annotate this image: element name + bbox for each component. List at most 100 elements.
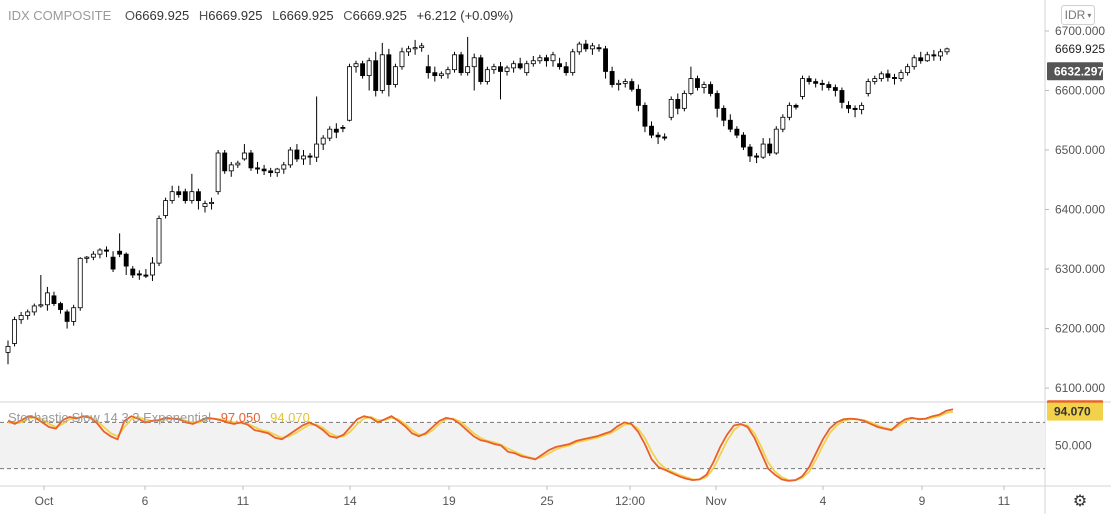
candle-body [176, 191, 182, 196]
candle-body [438, 73, 444, 77]
candle-body [399, 51, 405, 68]
candle-body [314, 143, 320, 158]
candle-body [491, 66, 497, 71]
candle-body [18, 315, 24, 321]
candle-body [865, 81, 871, 94]
candle-body [215, 152, 221, 193]
candle-body [274, 168, 280, 174]
oscillator-d-badge-bg [1047, 402, 1103, 421]
candle-body [268, 170, 274, 174]
candle-body [530, 60, 536, 65]
candle-body [721, 107, 727, 121]
close-value: 6669.925 [352, 8, 407, 23]
candle-body [596, 47, 602, 50]
candle-body [517, 63, 523, 69]
candle-body [301, 155, 306, 160]
candle-body [813, 81, 819, 84]
oscillator-k-line [7, 408, 954, 482]
candle-body [741, 134, 746, 148]
candle-body [261, 168, 267, 172]
currency-button[interactable]: IDR ▾ [1061, 5, 1095, 25]
candle-body [169, 191, 175, 202]
candle-body [793, 104, 799, 108]
oscillator-d-value: 94.070 [270, 410, 310, 425]
candle-body [156, 218, 162, 264]
candle-body [84, 256, 90, 259]
candle-body [452, 54, 457, 71]
candle-body [832, 87, 838, 91]
candle-body [924, 54, 930, 62]
candle-body [754, 155, 760, 158]
candle-body [524, 63, 530, 74]
candle-body [937, 51, 943, 57]
candle-body [878, 73, 884, 79]
candle-body [701, 84, 707, 88]
candle-body [800, 78, 805, 97]
time-tick-label: 9 [919, 494, 926, 508]
candle-body [892, 77, 897, 79]
candle-body [392, 66, 398, 85]
candle-body [570, 51, 576, 74]
candle-body [281, 164, 287, 170]
candle-body [5, 346, 11, 353]
candle-body [708, 84, 714, 94]
time-tick-label: 11 [998, 494, 1011, 508]
candle-body [307, 155, 313, 158]
candle-body [905, 66, 911, 74]
open-value: 6669.925 [135, 8, 190, 23]
symbol-name: IDX COMPOSITE [8, 8, 112, 23]
candle-body [635, 88, 641, 106]
candle-body [255, 167, 260, 170]
candle-body [622, 81, 628, 84]
candle-body [136, 273, 142, 276]
candle-body [320, 137, 326, 145]
time-tick-label: 14 [343, 494, 357, 508]
candle-body [786, 104, 792, 118]
candle-body [209, 201, 214, 204]
candle-body [77, 257, 83, 309]
candle-body [130, 268, 136, 276]
candle-body [852, 107, 858, 110]
last-close-price-label: 6669.925 [1055, 42, 1105, 56]
candle-body [780, 116, 786, 130]
candle-body [64, 311, 70, 322]
price-tick-label: 6400.000 [1055, 203, 1105, 217]
candle-body [195, 191, 201, 202]
currency-label: IDR [1064, 8, 1086, 22]
candle-body [589, 45, 595, 50]
candle-body [51, 295, 57, 304]
candle-body [163, 200, 169, 216]
candle-body [944, 48, 950, 53]
high-label: H [198, 8, 209, 23]
time-tick-label: 11 [237, 494, 250, 508]
candle-body [727, 119, 733, 130]
candle-body [616, 82, 622, 85]
candle-body [406, 48, 411, 53]
candle-body [773, 128, 779, 154]
candle-body [846, 104, 851, 109]
candle-body [662, 136, 668, 139]
low-value: 6669.925 [279, 8, 334, 23]
candle-body [642, 104, 648, 127]
candle-body [38, 304, 44, 307]
candle-body [445, 69, 451, 75]
candle-body [104, 249, 109, 252]
candle-body [609, 71, 615, 85]
candle-body [734, 128, 740, 136]
candle-body [12, 319, 18, 344]
candle-body [222, 152, 228, 172]
candle-body [58, 303, 63, 310]
candle-body [511, 63, 517, 69]
candle-body [806, 78, 812, 82]
gear-icon[interactable]: ⚙ [1072, 493, 1088, 510]
candle-body [681, 93, 687, 109]
crosshair-price-badge-bg [1047, 62, 1103, 81]
time-tick-label: 12:00 [615, 494, 645, 508]
candle-body [498, 66, 503, 72]
high-value: 6669.925 [208, 8, 263, 23]
candle-body [767, 143, 773, 154]
candle-body [576, 43, 582, 53]
candle-body [918, 57, 924, 62]
